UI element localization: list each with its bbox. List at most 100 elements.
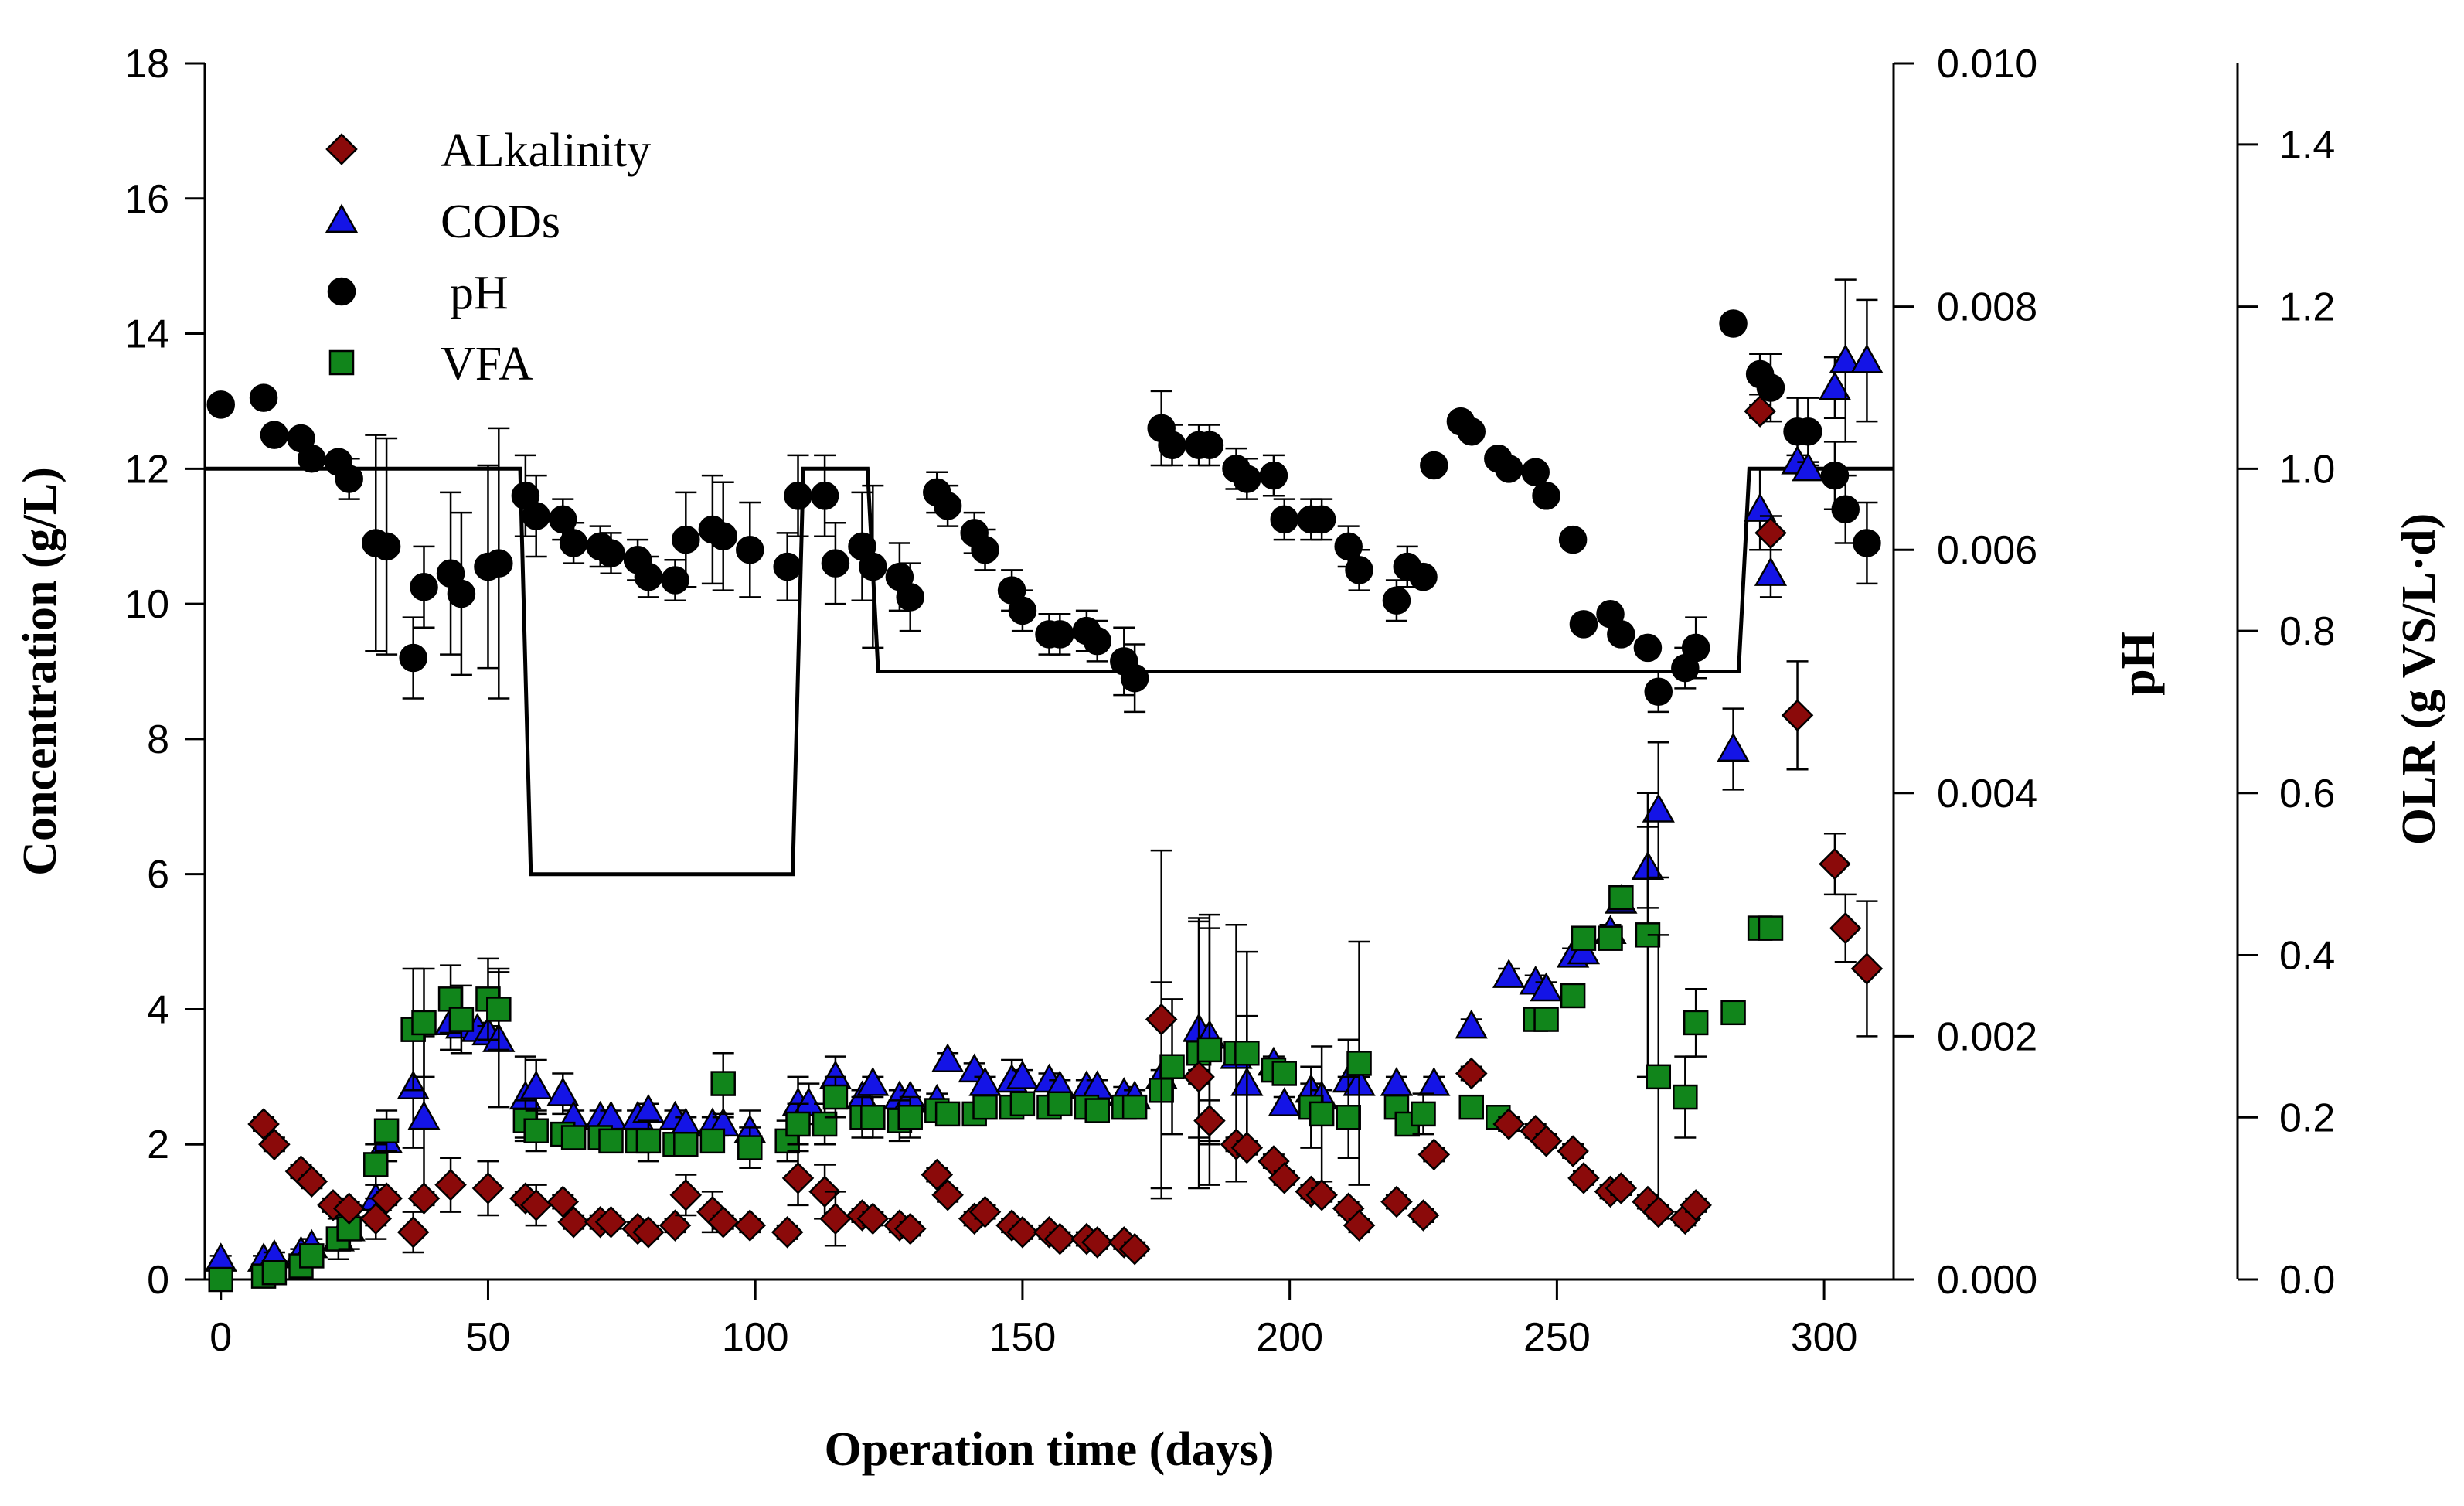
- point-cods: [1829, 343, 1862, 373]
- y-tick-label-left: 6: [147, 853, 169, 898]
- point-ph: [1644, 677, 1673, 706]
- x-tick-label: 250: [1523, 1315, 1591, 1360]
- point-ph: [1233, 465, 1261, 493]
- y-axis-left-title: Concentration (g/L): [14, 467, 66, 876]
- point-ph: [559, 529, 588, 557]
- y-tick-label-left: 0: [147, 1258, 169, 1303]
- point-vfa: [1047, 1091, 1073, 1117]
- point-vfa: [1683, 1010, 1709, 1036]
- point-alkalinity: [258, 1128, 291, 1160]
- olr-line-group: [205, 466, 1894, 877]
- point-cods: [1380, 1067, 1414, 1096]
- point-vfa: [486, 997, 512, 1022]
- y-tick-label-olr: 1.0: [2279, 447, 2335, 492]
- point-vfa: [560, 1125, 587, 1150]
- point-vfa: [673, 1131, 699, 1157]
- point-ph: [859, 552, 887, 581]
- point-vfa: [785, 1111, 811, 1137]
- point-vfa: [860, 1105, 886, 1130]
- y-tick-label-ph: 0.000: [1937, 1258, 2037, 1303]
- point-alkalinity: [1642, 1195, 1675, 1228]
- point-alkalinity: [594, 1205, 628, 1239]
- point-ph: [1719, 309, 1748, 338]
- point-vfa: [710, 1071, 736, 1096]
- point-alkalinity: [1754, 516, 1787, 550]
- point-alkalinity: [1118, 1232, 1151, 1266]
- point-ph: [1270, 505, 1298, 534]
- point-alkalinity: [359, 1202, 393, 1235]
- olr-line: [205, 466, 1894, 877]
- point-cods: [1642, 793, 1675, 823]
- point-alkalinity: [856, 1202, 890, 1235]
- point-alkalinity: [1380, 1185, 1413, 1218]
- point-vfa: [699, 1128, 726, 1154]
- point-alkalinity: [921, 1158, 954, 1191]
- point-alkalinity: [931, 1178, 964, 1211]
- point-ph: [1420, 451, 1448, 480]
- point-alkalinity: [1407, 1199, 1440, 1232]
- legend-marker-vfa: [328, 349, 355, 376]
- y-tick-label-olr: 0.2: [2279, 1095, 2335, 1140]
- point-ph: [1382, 586, 1411, 615]
- point-alkalinity: [819, 1202, 852, 1235]
- point-vfa: [1560, 983, 1586, 1009]
- point-alkalinity: [733, 1209, 767, 1242]
- point-alkalinity: [1081, 1226, 1114, 1259]
- point-alkalinity: [1492, 1108, 1525, 1140]
- point-ph: [1756, 373, 1785, 402]
- point-ph: [1532, 482, 1560, 510]
- series-alkalinity: [247, 395, 1884, 1266]
- point-cods: [1417, 1067, 1451, 1096]
- y-tick-label-olr: 1.2: [2279, 285, 2335, 330]
- point-alkalinity: [669, 1178, 703, 1211]
- point-alkalinity: [659, 1209, 692, 1242]
- point-ph: [1120, 663, 1149, 693]
- point-ph: [661, 566, 689, 595]
- point-vfa: [411, 1010, 437, 1036]
- point-alkalinity: [519, 1189, 553, 1221]
- y-tick-label-olr: 0.8: [2279, 609, 2335, 654]
- point-cods: [407, 1100, 441, 1130]
- legend-marker-ph: [327, 277, 356, 306]
- point-alkalinity: [1680, 1189, 1712, 1221]
- point-cods: [1006, 1060, 1040, 1089]
- point-alkalinity: [893, 1212, 927, 1245]
- point-ph: [1008, 596, 1037, 625]
- y-tick-label-ph: 0.006: [1937, 528, 2037, 573]
- point-ph: [206, 390, 235, 419]
- axes-group: 0 50 100 150 200 250 300 0 2 4 6 8 10 12 14 16 18 0.000 0.…: [14, 42, 2445, 1476]
- point-cods: [1754, 557, 1788, 586]
- x-tick-label: 300: [1791, 1315, 1858, 1360]
- point-alkalinity: [1043, 1222, 1077, 1256]
- point-alkalinity: [407, 1182, 441, 1215]
- point-ph: [971, 535, 999, 564]
- point-alkalinity: [1605, 1172, 1638, 1204]
- point-vfa: [1271, 1061, 1297, 1086]
- point-vfa: [1084, 1098, 1110, 1123]
- point-vfa: [1234, 1040, 1260, 1066]
- x-tick-label: 0: [209, 1315, 232, 1360]
- point-vfa: [1646, 1064, 1672, 1090]
- point-ph: [1521, 458, 1550, 486]
- x-tick-label: 150: [989, 1315, 1057, 1360]
- point-ph: [335, 465, 363, 493]
- x-tick-label: 100: [722, 1315, 789, 1360]
- y-tick-label-ph: 0.010: [1937, 42, 2037, 87]
- y-tick-label-ph: 0.008: [1937, 285, 2037, 330]
- point-vfa: [1336, 1105, 1361, 1130]
- point-alkalinity: [632, 1216, 665, 1249]
- point-cods: [1717, 732, 1750, 762]
- point-alkalinity: [1567, 1162, 1600, 1194]
- series-group: [204, 278, 1884, 1293]
- point-ph: [1607, 620, 1635, 649]
- point-cods: [1792, 451, 1825, 482]
- point-alkalinity: [396, 1216, 430, 1249]
- point-alkalinity: [1557, 1135, 1589, 1167]
- point-alkalinity: [1781, 699, 1814, 732]
- x-tick-label: 50: [466, 1315, 511, 1360]
- point-vfa: [1121, 1094, 1148, 1120]
- point-ph: [1681, 633, 1710, 663]
- y-tick-label-left: 12: [124, 447, 169, 492]
- point-alkalinity: [1819, 847, 1851, 881]
